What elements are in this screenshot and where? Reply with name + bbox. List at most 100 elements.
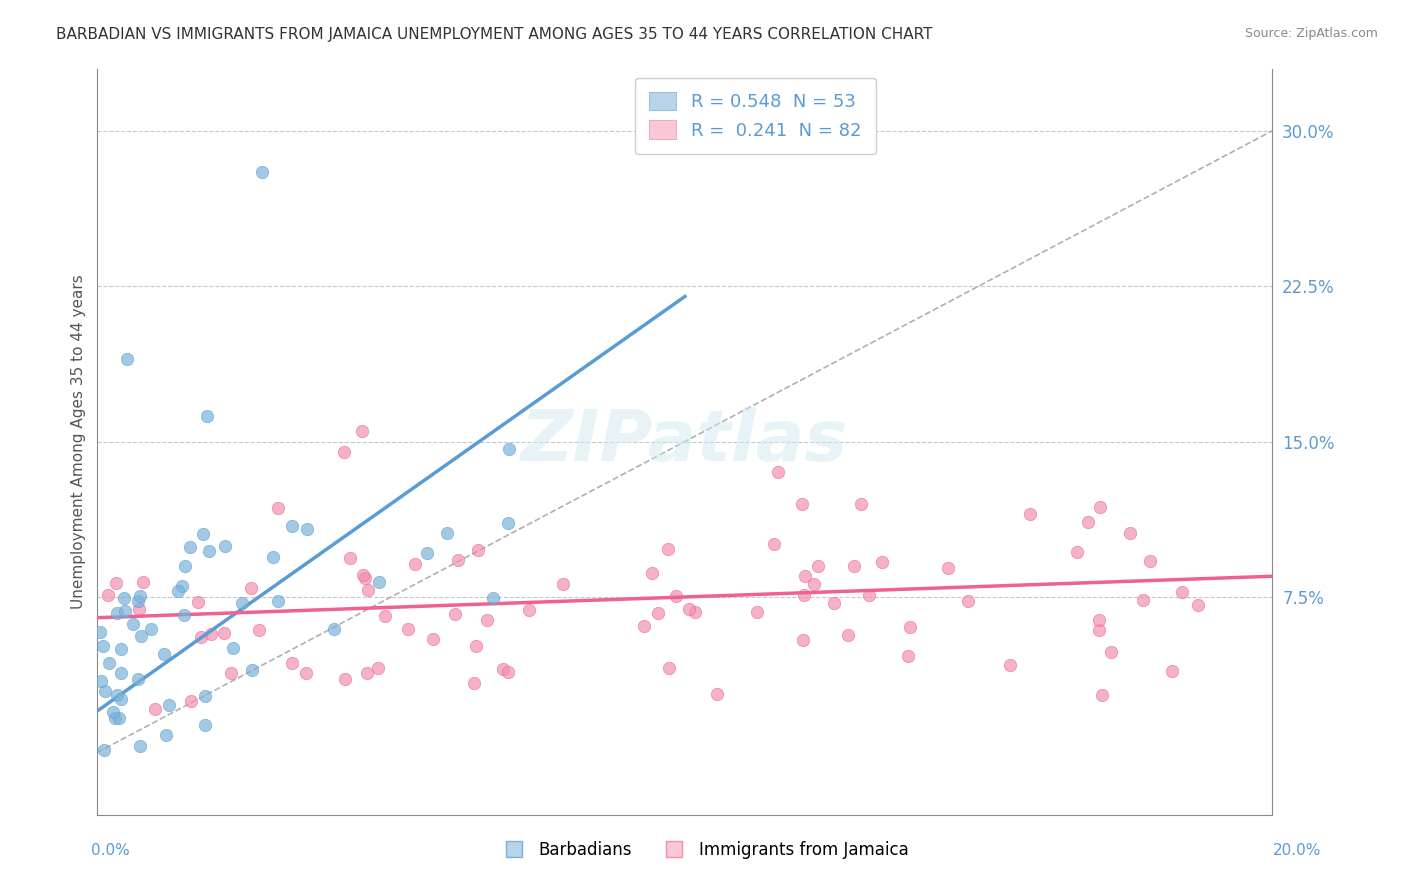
Point xyxy=(194,690,217,704)
Point xyxy=(553,576,575,591)
Point xyxy=(280,519,302,533)
Point xyxy=(1187,599,1209,613)
Point xyxy=(104,575,127,590)
Point xyxy=(239,581,262,595)
Point xyxy=(173,608,195,623)
Point xyxy=(157,698,180,713)
Point xyxy=(166,583,188,598)
Point xyxy=(792,497,814,511)
Point xyxy=(641,566,664,580)
Point xyxy=(793,588,815,602)
Point xyxy=(339,550,361,565)
Point xyxy=(1077,515,1099,529)
Point xyxy=(482,591,505,606)
Point xyxy=(191,527,214,541)
Point xyxy=(897,648,920,663)
Point xyxy=(105,607,128,621)
Text: 0.0%: 0.0% xyxy=(91,843,131,858)
Point xyxy=(849,497,872,511)
Point xyxy=(1091,688,1114,702)
Point xyxy=(197,544,219,558)
Point xyxy=(104,711,127,725)
Point xyxy=(129,589,152,603)
Point xyxy=(112,591,135,606)
Text: BARBADIAN VS IMMIGRANTS FROM JAMAICA UNEMPLOYMENT AMONG AGES 35 TO 44 YEARS CORR: BARBADIAN VS IMMIGRANTS FROM JAMAICA UNE… xyxy=(56,27,932,42)
Y-axis label: Unemployment Among Ages 35 to 44 years: Unemployment Among Ages 35 to 44 years xyxy=(72,274,86,609)
Point xyxy=(194,717,217,731)
Point xyxy=(262,549,284,564)
Text: 20.0%: 20.0% xyxy=(1274,843,1322,858)
Point xyxy=(94,684,117,698)
Point xyxy=(1090,500,1112,514)
Point xyxy=(110,641,132,656)
Point xyxy=(898,620,921,634)
Point xyxy=(172,579,194,593)
Point xyxy=(792,632,814,647)
Point xyxy=(195,409,218,423)
Point xyxy=(121,617,143,632)
Point xyxy=(1171,585,1194,599)
Point xyxy=(297,522,319,536)
Point xyxy=(1160,664,1182,678)
Point xyxy=(793,569,815,583)
Point xyxy=(464,640,486,654)
Point xyxy=(222,641,245,656)
Point xyxy=(422,632,444,646)
Point xyxy=(356,666,378,681)
Point xyxy=(858,588,880,602)
Point xyxy=(267,501,290,516)
Point xyxy=(436,525,458,540)
Point xyxy=(1088,613,1111,627)
Text: ZIPatlas: ZIPatlas xyxy=(522,407,849,476)
Point xyxy=(396,622,419,636)
Point xyxy=(806,558,828,573)
Point xyxy=(333,445,356,459)
Point xyxy=(240,663,263,677)
Point xyxy=(139,623,162,637)
Point xyxy=(322,622,344,636)
Point xyxy=(114,604,136,618)
Point xyxy=(89,625,111,640)
Point xyxy=(105,688,128,702)
Point xyxy=(763,536,786,550)
Point xyxy=(956,593,979,607)
Point xyxy=(706,687,728,701)
Point xyxy=(128,602,150,616)
Point xyxy=(153,647,176,661)
Point xyxy=(108,711,131,725)
Point xyxy=(665,589,688,603)
Point xyxy=(498,442,520,456)
Point xyxy=(214,539,236,553)
Point xyxy=(143,702,166,716)
Point xyxy=(467,543,489,558)
Point xyxy=(517,602,540,616)
Point xyxy=(97,588,120,602)
Point xyxy=(219,665,242,680)
Point xyxy=(267,594,290,608)
Point xyxy=(129,739,152,753)
Point xyxy=(766,466,789,480)
Point xyxy=(250,165,273,179)
Point xyxy=(404,558,426,572)
Point xyxy=(803,577,825,591)
Point xyxy=(647,607,669,621)
Point xyxy=(115,351,138,366)
Point xyxy=(1099,645,1122,659)
Point xyxy=(685,605,707,619)
Point xyxy=(492,662,515,676)
Point xyxy=(129,629,152,643)
Point xyxy=(367,661,389,675)
Point xyxy=(127,594,149,608)
Point xyxy=(353,571,375,585)
Point xyxy=(281,656,304,670)
Point xyxy=(173,558,195,573)
Point xyxy=(368,575,391,590)
Point xyxy=(98,657,121,671)
Point xyxy=(633,619,655,633)
Point xyxy=(212,626,235,640)
Point xyxy=(101,706,124,720)
Point xyxy=(247,624,270,638)
Point xyxy=(416,546,439,560)
Point xyxy=(190,630,212,644)
Point xyxy=(110,691,132,706)
